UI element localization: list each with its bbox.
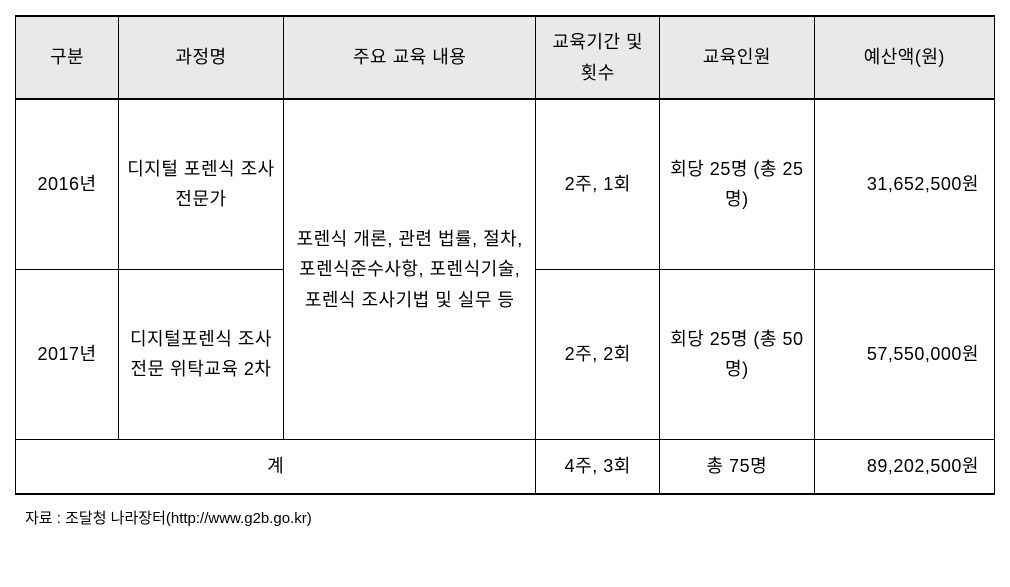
cell-total-budget: 89,202,500원: [814, 439, 994, 494]
cell-people: 회당 25명 (총 50명): [660, 269, 815, 439]
cell-budget: 57,550,000원: [814, 269, 994, 439]
table-container: 구분 과정명 주요 교육 내용 교육기간 및 횟수 교육인원 예산액(원) 20…: [15, 15, 995, 528]
cell-main-content: 포렌식 개론, 관련 법률, 절차, 포렌식준수사항, 포렌식기술, 포렌식 조…: [283, 99, 535, 439]
cell-year: 2017년: [16, 269, 119, 439]
header-course: 과정명: [119, 16, 284, 99]
header-content: 주요 교육 내용: [283, 16, 535, 99]
cell-course: 디지털포렌식 조사 전문 위탁교육 2차: [119, 269, 284, 439]
cell-year: 2016년: [16, 99, 119, 269]
header-row: 구분 과정명 주요 교육 내용 교육기간 및 횟수 교육인원 예산액(원): [16, 16, 995, 99]
cell-people: 회당 25명 (총 25명): [660, 99, 815, 269]
header-budget: 예산액(원): [814, 16, 994, 99]
cell-total-period: 4주, 3회: [536, 439, 660, 494]
cell-budget: 31,652,500원: [814, 99, 994, 269]
cell-course: 디지털 포렌식 조사 전문가: [119, 99, 284, 269]
footnote: 자료 : 조달청 나라장터(http://www.g2b.go.kr): [15, 507, 995, 528]
cell-period: 2주, 1회: [536, 99, 660, 269]
cell-period: 2주, 2회: [536, 269, 660, 439]
header-people: 교육인원: [660, 16, 815, 99]
education-table: 구분 과정명 주요 교육 내용 교육기간 및 횟수 교육인원 예산액(원) 20…: [15, 15, 995, 495]
cell-total-people: 총 75명: [660, 439, 815, 494]
header-period: 교육기간 및 횟수: [536, 16, 660, 99]
cell-total-label: 계: [16, 439, 536, 494]
total-row: 계 4주, 3회 총 75명 89,202,500원: [16, 439, 995, 494]
header-gubun: 구분: [16, 16, 119, 99]
table-row: 2016년 디지털 포렌식 조사 전문가 포렌식 개론, 관련 법률, 절차, …: [16, 99, 995, 269]
